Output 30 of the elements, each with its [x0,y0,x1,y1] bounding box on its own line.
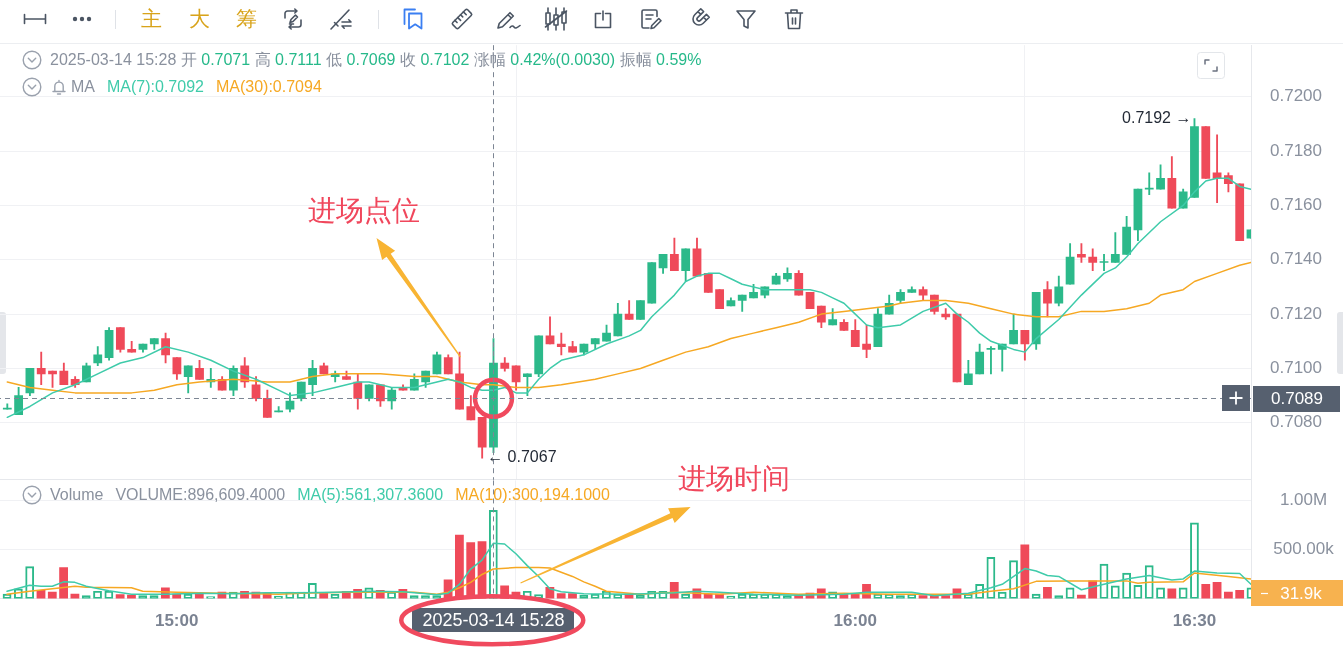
x-tick-label: 16:00 [833,611,878,631]
text: 主 [140,7,162,31]
annotation: ← 0.7067 [487,448,557,466]
y-tick-label: 0.7200 [1270,86,1322,106]
annotation: 进场时间 [678,462,791,494]
annotation: 进场点位 [308,194,421,226]
y-tick-label: 0.7120 [1270,303,1322,323]
y-tick-label: 500.00k [1273,538,1335,558]
y-tick-label: 0.7100 [1270,357,1322,377]
legend-title: Volume [50,486,104,504]
y-tick-label: 0.7180 [1270,140,1322,160]
text: 2025-03-14 15:28 [422,609,565,630]
text: MA(30):0.7094 [215,78,322,96]
x-tick-label: 16:30 [1172,611,1217,631]
text: 大 [188,7,210,31]
legend-title: MA [71,78,95,96]
text: 0.7089 [1271,389,1323,408]
text: MA(10):300,194.1000 [455,486,610,504]
annotation: 0.7192 → [1122,108,1192,126]
text: MA(7):0.7092 [107,78,204,96]
text: MA(5):561,307.3600 [297,486,444,504]
y-tick-label: 0.7140 [1270,249,1322,269]
text: 31.9k [1280,583,1323,603]
chart-title: 2025-03-14 15:28 开 0.7071 高 0.7111 低 0.7069 收 0.7102 涨幅 0.42%(0.0030) 振幅 0.59% [50,51,702,68]
y-tick-label: 0.7080 [1270,412,1322,432]
annotation: VOLUME:896,609.4000 [115,486,286,504]
text: 筹 [235,7,257,31]
y-tick-label: 1.00M [1280,489,1328,509]
y-tick-label: 0.7160 [1270,194,1322,214]
x-tick-label: 15:00 [155,611,199,631]
